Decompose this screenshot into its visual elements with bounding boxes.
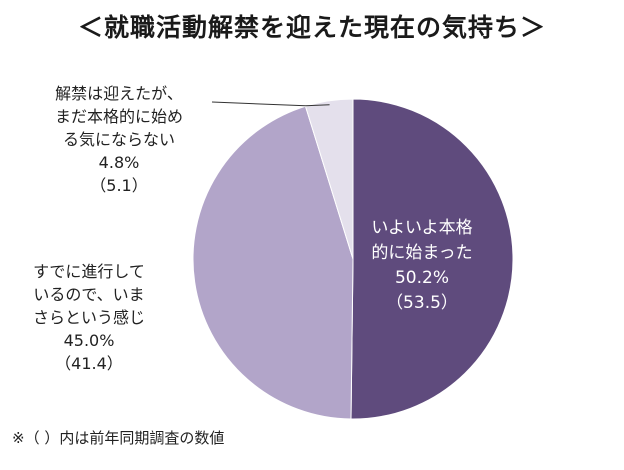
footnote: ※（ ）内は前年同期調査の数値: [12, 429, 225, 447]
slice-prev-started: （53.5）: [386, 293, 458, 313]
slice-label-in-progress-line1: すでに進行して: [33, 262, 145, 281]
slice-prev-in-progress: （41.4）: [55, 354, 123, 373]
slice-label-started-line2: 的に始まった: [371, 243, 473, 263]
chart-title: ＜就職活動解禁を迎えた現在の気持ち＞: [77, 13, 546, 42]
slice-label-not-yet-line3: る気にならない: [62, 130, 175, 149]
leader-line: [211, 101, 330, 107]
slice-value-started: 50.2%: [394, 268, 449, 288]
slice-label-in-progress-line2: いるので、いま: [33, 285, 145, 304]
slice-label-not-yet: 解禁は迎えたが、 まだ本格的に始め る気にならない 4.8% （5.1）: [24, 82, 214, 197]
pie-slice-started: [350, 98, 514, 420]
slice-label-started-line1: いよいよ本格: [371, 218, 473, 238]
pie-slices: [192, 98, 514, 420]
pie-slice-in-progress: [192, 105, 354, 420]
slice-prev-not-yet: （5.1）: [90, 176, 148, 195]
slice-label-not-yet-line2: まだ本格的に始め: [54, 107, 183, 126]
slice-label-started: いよいよ本格 的に始まった 50.2% （53.5）: [347, 216, 497, 316]
slice-label-not-yet-line1: 解禁は迎えたが、: [55, 84, 183, 103]
slice-label-in-progress-line3: さらという感じ: [32, 308, 145, 327]
slice-value-not-yet: 4.8%: [98, 153, 140, 172]
slice-label-in-progress: すでに進行して いるので、いま さらという感じ 45.0% （41.4）: [14, 260, 164, 375]
slice-value-in-progress: 45.0%: [63, 331, 115, 350]
